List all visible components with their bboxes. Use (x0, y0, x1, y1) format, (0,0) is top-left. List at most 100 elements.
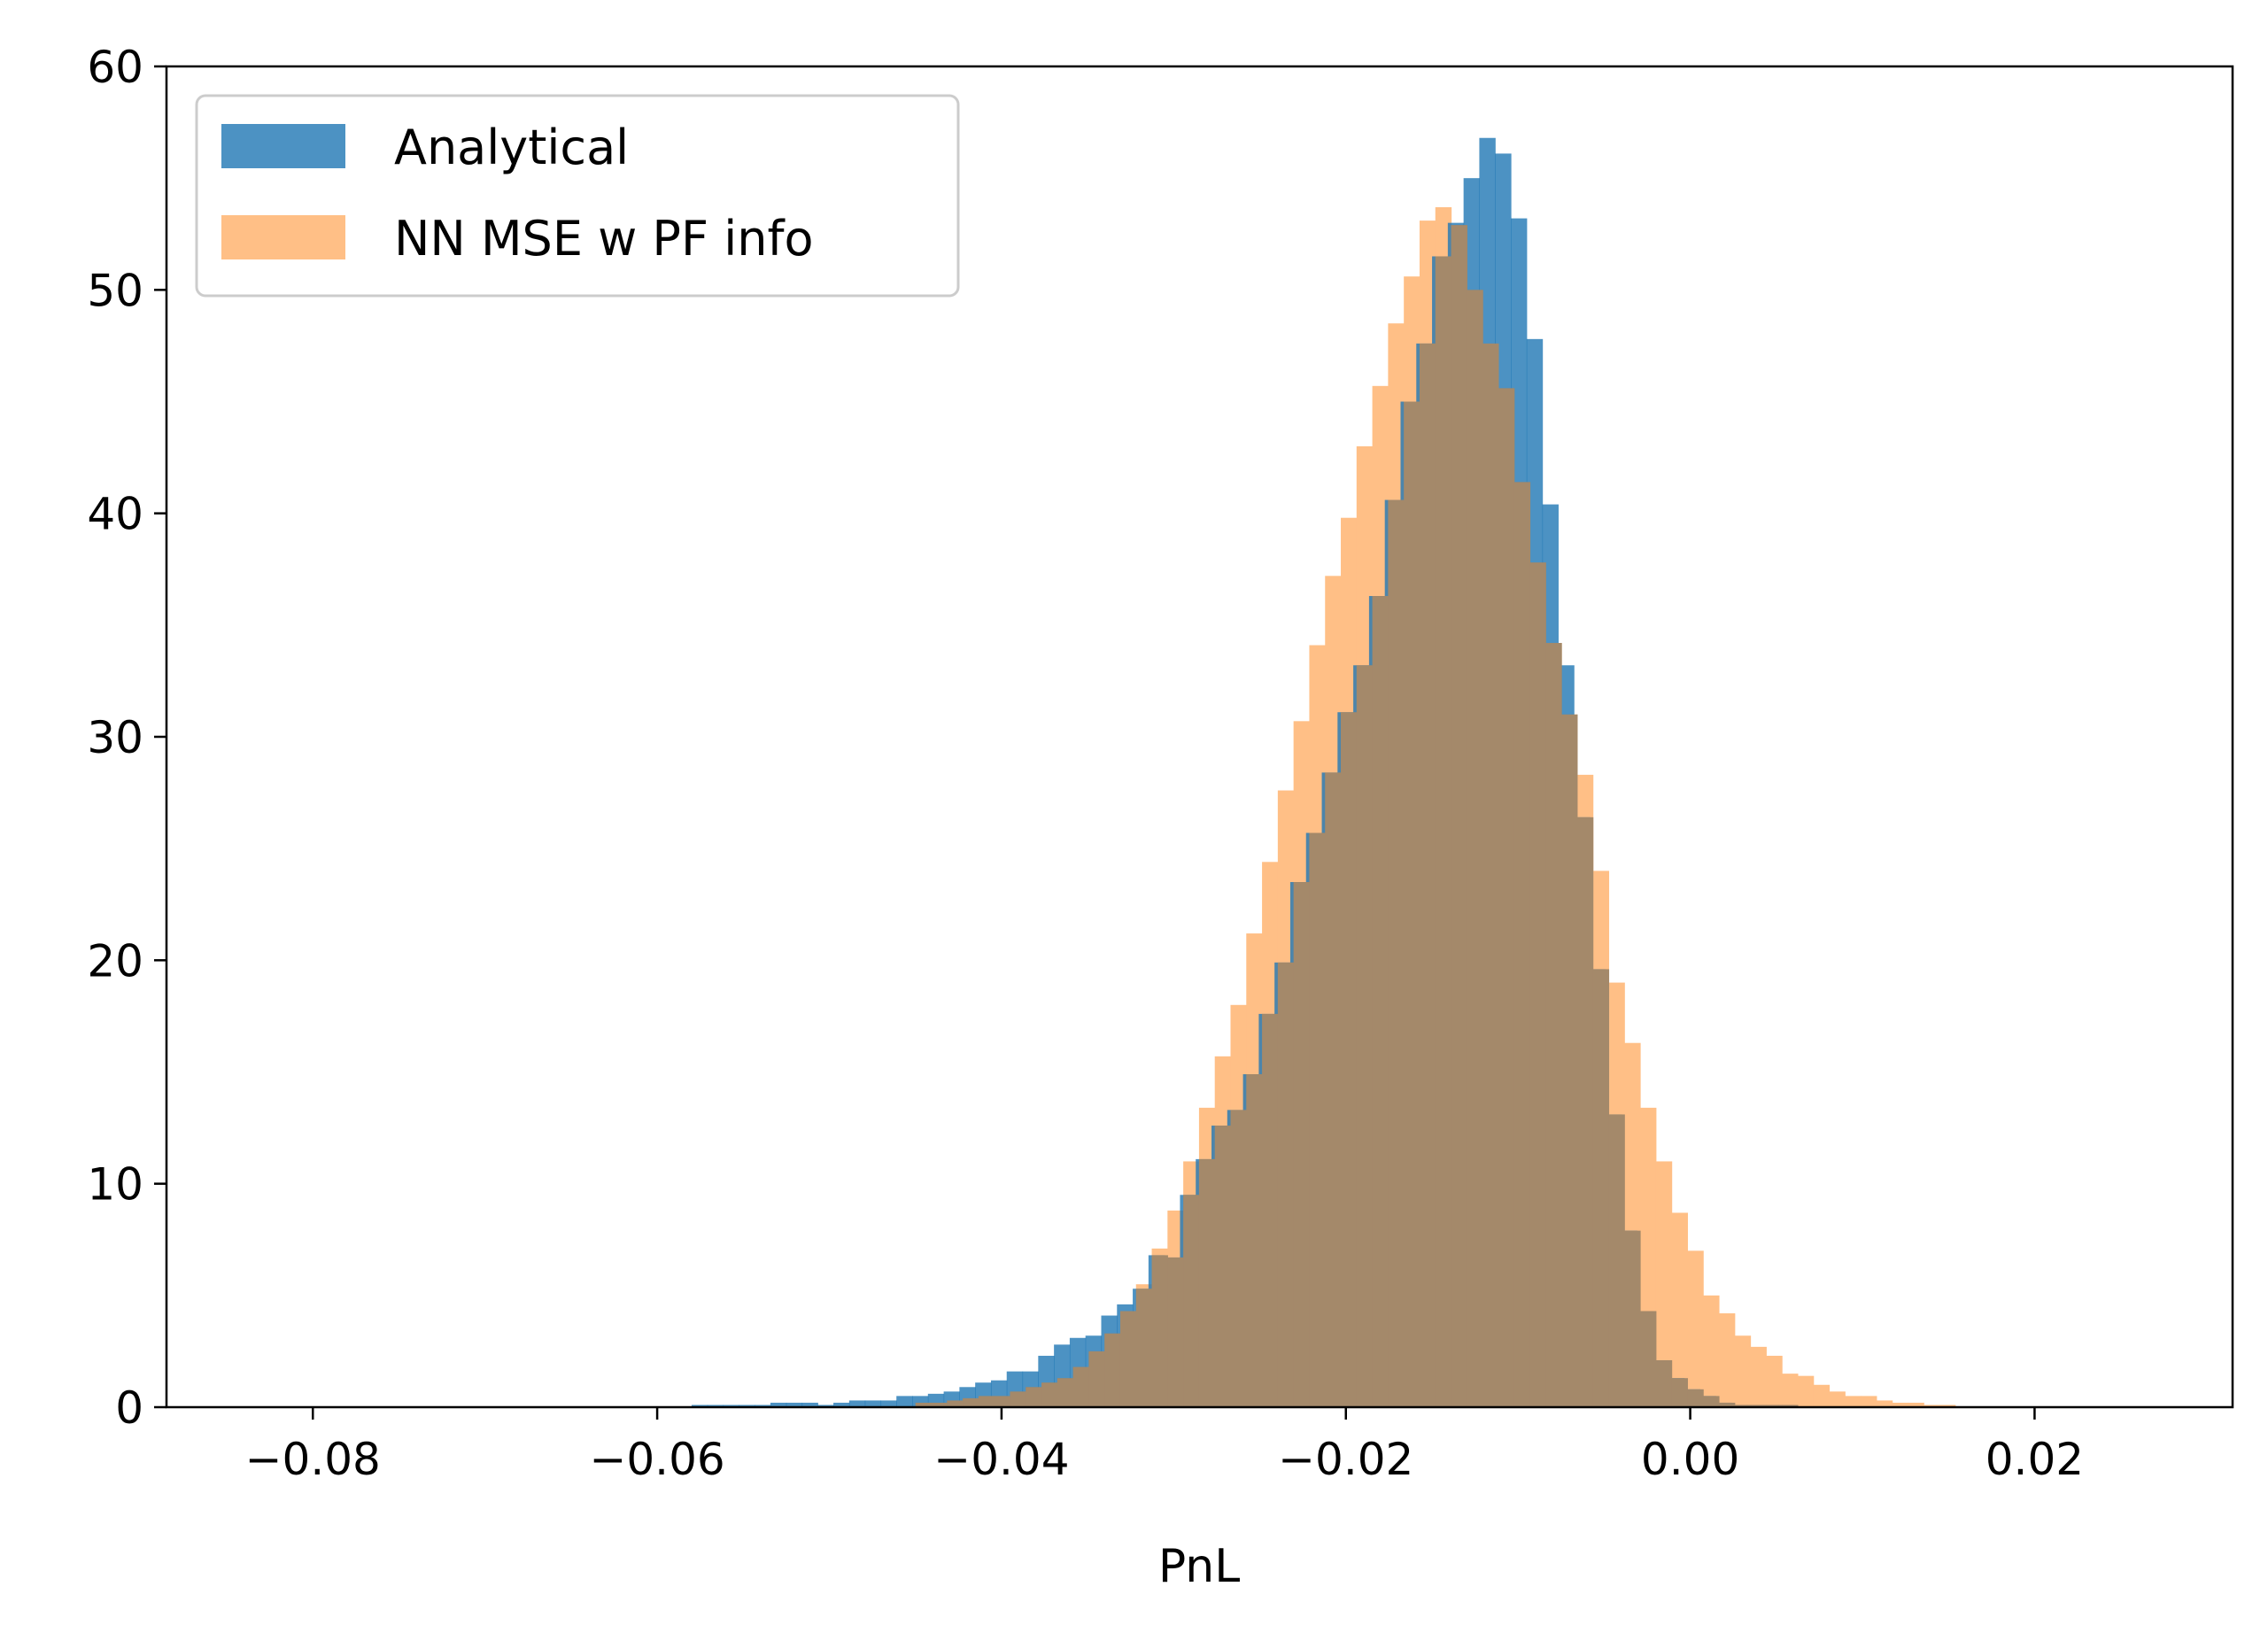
bar-overlap (1356, 665, 1374, 1407)
bar-overlap (994, 1396, 1011, 1407)
bar-overlap (915, 1402, 933, 1407)
bar-nn-mse (1782, 1374, 1799, 1407)
bar-overlap (1687, 1389, 1704, 1407)
x-tick-label: −0.02 (1278, 1434, 1413, 1485)
bar-overlap (1608, 1114, 1625, 1407)
bar-overlap (1262, 1013, 1279, 1407)
bar-overlap (1072, 1366, 1089, 1407)
bar-nn-mse (1876, 1400, 1893, 1407)
bar-overlap (1766, 1405, 1783, 1407)
bar-overlap (1782, 1405, 1799, 1407)
bar-overlap (1230, 1110, 1247, 1407)
bar-analytical (848, 1400, 866, 1407)
bar-overlap (978, 1396, 995, 1407)
y-tick-label: 40 (87, 489, 143, 540)
plot-area (691, 137, 1956, 1408)
bar-overlap (1041, 1382, 1058, 1407)
bar-overlap (1167, 1257, 1184, 1407)
bar-nn-mse (1766, 1355, 1783, 1407)
bar-overlap (1119, 1311, 1137, 1407)
bar-analytical (707, 1405, 724, 1407)
bar-overlap (1293, 882, 1311, 1407)
bar-overlap (1388, 499, 1405, 1408)
bar-overlap (1309, 832, 1326, 1407)
bar-overlap (1576, 816, 1594, 1407)
bar-nn-mse (1861, 1396, 1877, 1407)
bar-overlap (1419, 343, 1436, 1408)
x-axis-label: PnL (1158, 1540, 1240, 1593)
bar-analytical (770, 1402, 787, 1407)
bar-overlap (1010, 1391, 1026, 1407)
bar-overlap (1435, 256, 1452, 1407)
y-tick-label: 50 (87, 265, 143, 316)
y-tick-label: 20 (87, 935, 143, 987)
bar-overlap (1640, 1311, 1657, 1407)
bar-overlap (1214, 1126, 1232, 1407)
bar-nn-mse (1892, 1402, 1909, 1407)
bar-overlap (1671, 1378, 1688, 1407)
bar-overlap (1246, 1074, 1263, 1407)
bar-overlap (1088, 1351, 1105, 1407)
bar-overlap (1529, 562, 1546, 1407)
bar-overlap (1404, 401, 1420, 1407)
bar-analytical (833, 1402, 850, 1407)
bar-nn-mse (1718, 1313, 1736, 1407)
x-tick-label: −0.08 (245, 1434, 381, 1485)
bar-nn-mse (1939, 1405, 1956, 1407)
bar-analytical (817, 1405, 834, 1407)
x-tick-label: −0.06 (589, 1434, 724, 1485)
bar-nn-mse (1845, 1396, 1862, 1407)
bar-overlap (1183, 1195, 1200, 1407)
bar-overlap (1325, 772, 1342, 1407)
bar-nn-mse (1908, 1402, 1924, 1407)
bar-nn-mse (1797, 1375, 1815, 1407)
bar-analytical (896, 1396, 913, 1407)
bar-analytical (739, 1405, 755, 1407)
bar-overlap (1026, 1387, 1042, 1407)
bar-nn-mse (1734, 1335, 1752, 1407)
bar-overlap (1624, 1230, 1641, 1407)
bar-analytical (755, 1405, 771, 1407)
legend-label-analytical: Analytical (394, 120, 629, 175)
bar-analytical (691, 1405, 708, 1407)
x-tick-label: −0.04 (933, 1434, 1069, 1485)
bar-overlap (1655, 1360, 1673, 1407)
bar-overlap (1513, 482, 1531, 1407)
bar-nn-mse (1687, 1250, 1704, 1407)
y-tick-label: 10 (87, 1159, 143, 1211)
bar-overlap (1198, 1158, 1216, 1407)
bar-overlap (1467, 290, 1483, 1407)
bar-overlap (1718, 1402, 1736, 1407)
bar-overlap (1734, 1405, 1752, 1407)
bar-nn-mse (1813, 1384, 1831, 1407)
y-tick-label: 60 (87, 42, 143, 93)
bar-overlap (1451, 225, 1467, 1408)
bar-overlap (1561, 714, 1578, 1407)
y-tick-label: 30 (87, 712, 143, 763)
bar-analytical (864, 1400, 882, 1407)
bar-analytical (880, 1400, 897, 1407)
bar-analytical (723, 1405, 739, 1407)
bar-overlap (947, 1400, 964, 1407)
bar-overlap (1277, 962, 1295, 1407)
bar-nn-mse (1703, 1295, 1720, 1407)
bar-overlap (1341, 712, 1358, 1407)
bar-overlap (1151, 1255, 1168, 1407)
bar-analytical (801, 1402, 818, 1407)
bar-nn-mse (1750, 1346, 1767, 1407)
legend-box (195, 94, 960, 298)
bar-overlap (1104, 1333, 1121, 1407)
bar-overlap (963, 1397, 979, 1407)
bar-nn-mse (1655, 1161, 1673, 1407)
bar-overlap (1545, 643, 1562, 1407)
bar-overlap (1703, 1396, 1720, 1407)
bar-nn-mse (1924, 1405, 1940, 1407)
bar-nn-mse (1671, 1212, 1688, 1407)
legend-swatch-analytical (221, 124, 345, 168)
bar-overlap (1750, 1405, 1767, 1407)
y-tick-label: 0 (115, 1382, 143, 1434)
series-overlap-blend (915, 225, 1799, 1408)
bar-analytical (786, 1402, 803, 1407)
bar-overlap (1498, 388, 1515, 1407)
